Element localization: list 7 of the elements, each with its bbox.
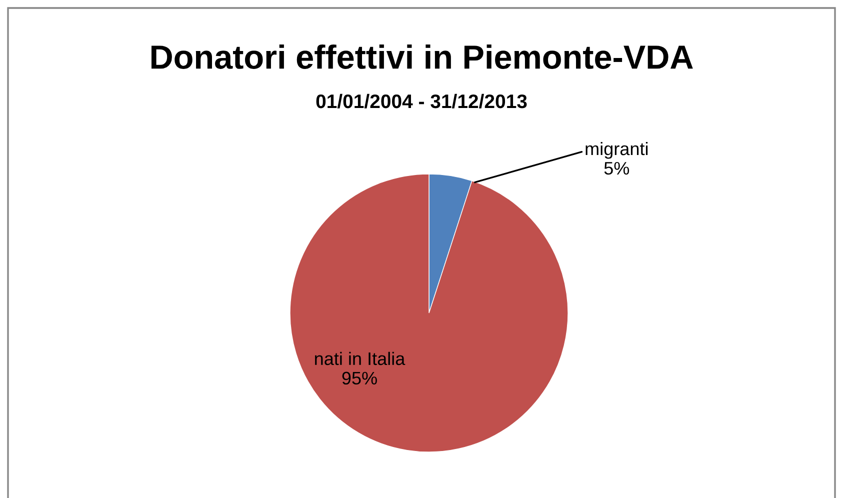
data-label: 95%	[342, 372, 377, 385]
chart-title: Donatori effettivi in Piemonte-VDA	[152, 44, 693, 69]
chart-subtitle: 01/01/2004 - 31/12/2013	[316, 94, 527, 108]
slice-label: migranti	[586, 142, 648, 159]
data-label: 5%	[604, 162, 630, 175]
pie-slice	[290, 174, 568, 452]
slice-label: nati in Italia	[315, 352, 406, 366]
